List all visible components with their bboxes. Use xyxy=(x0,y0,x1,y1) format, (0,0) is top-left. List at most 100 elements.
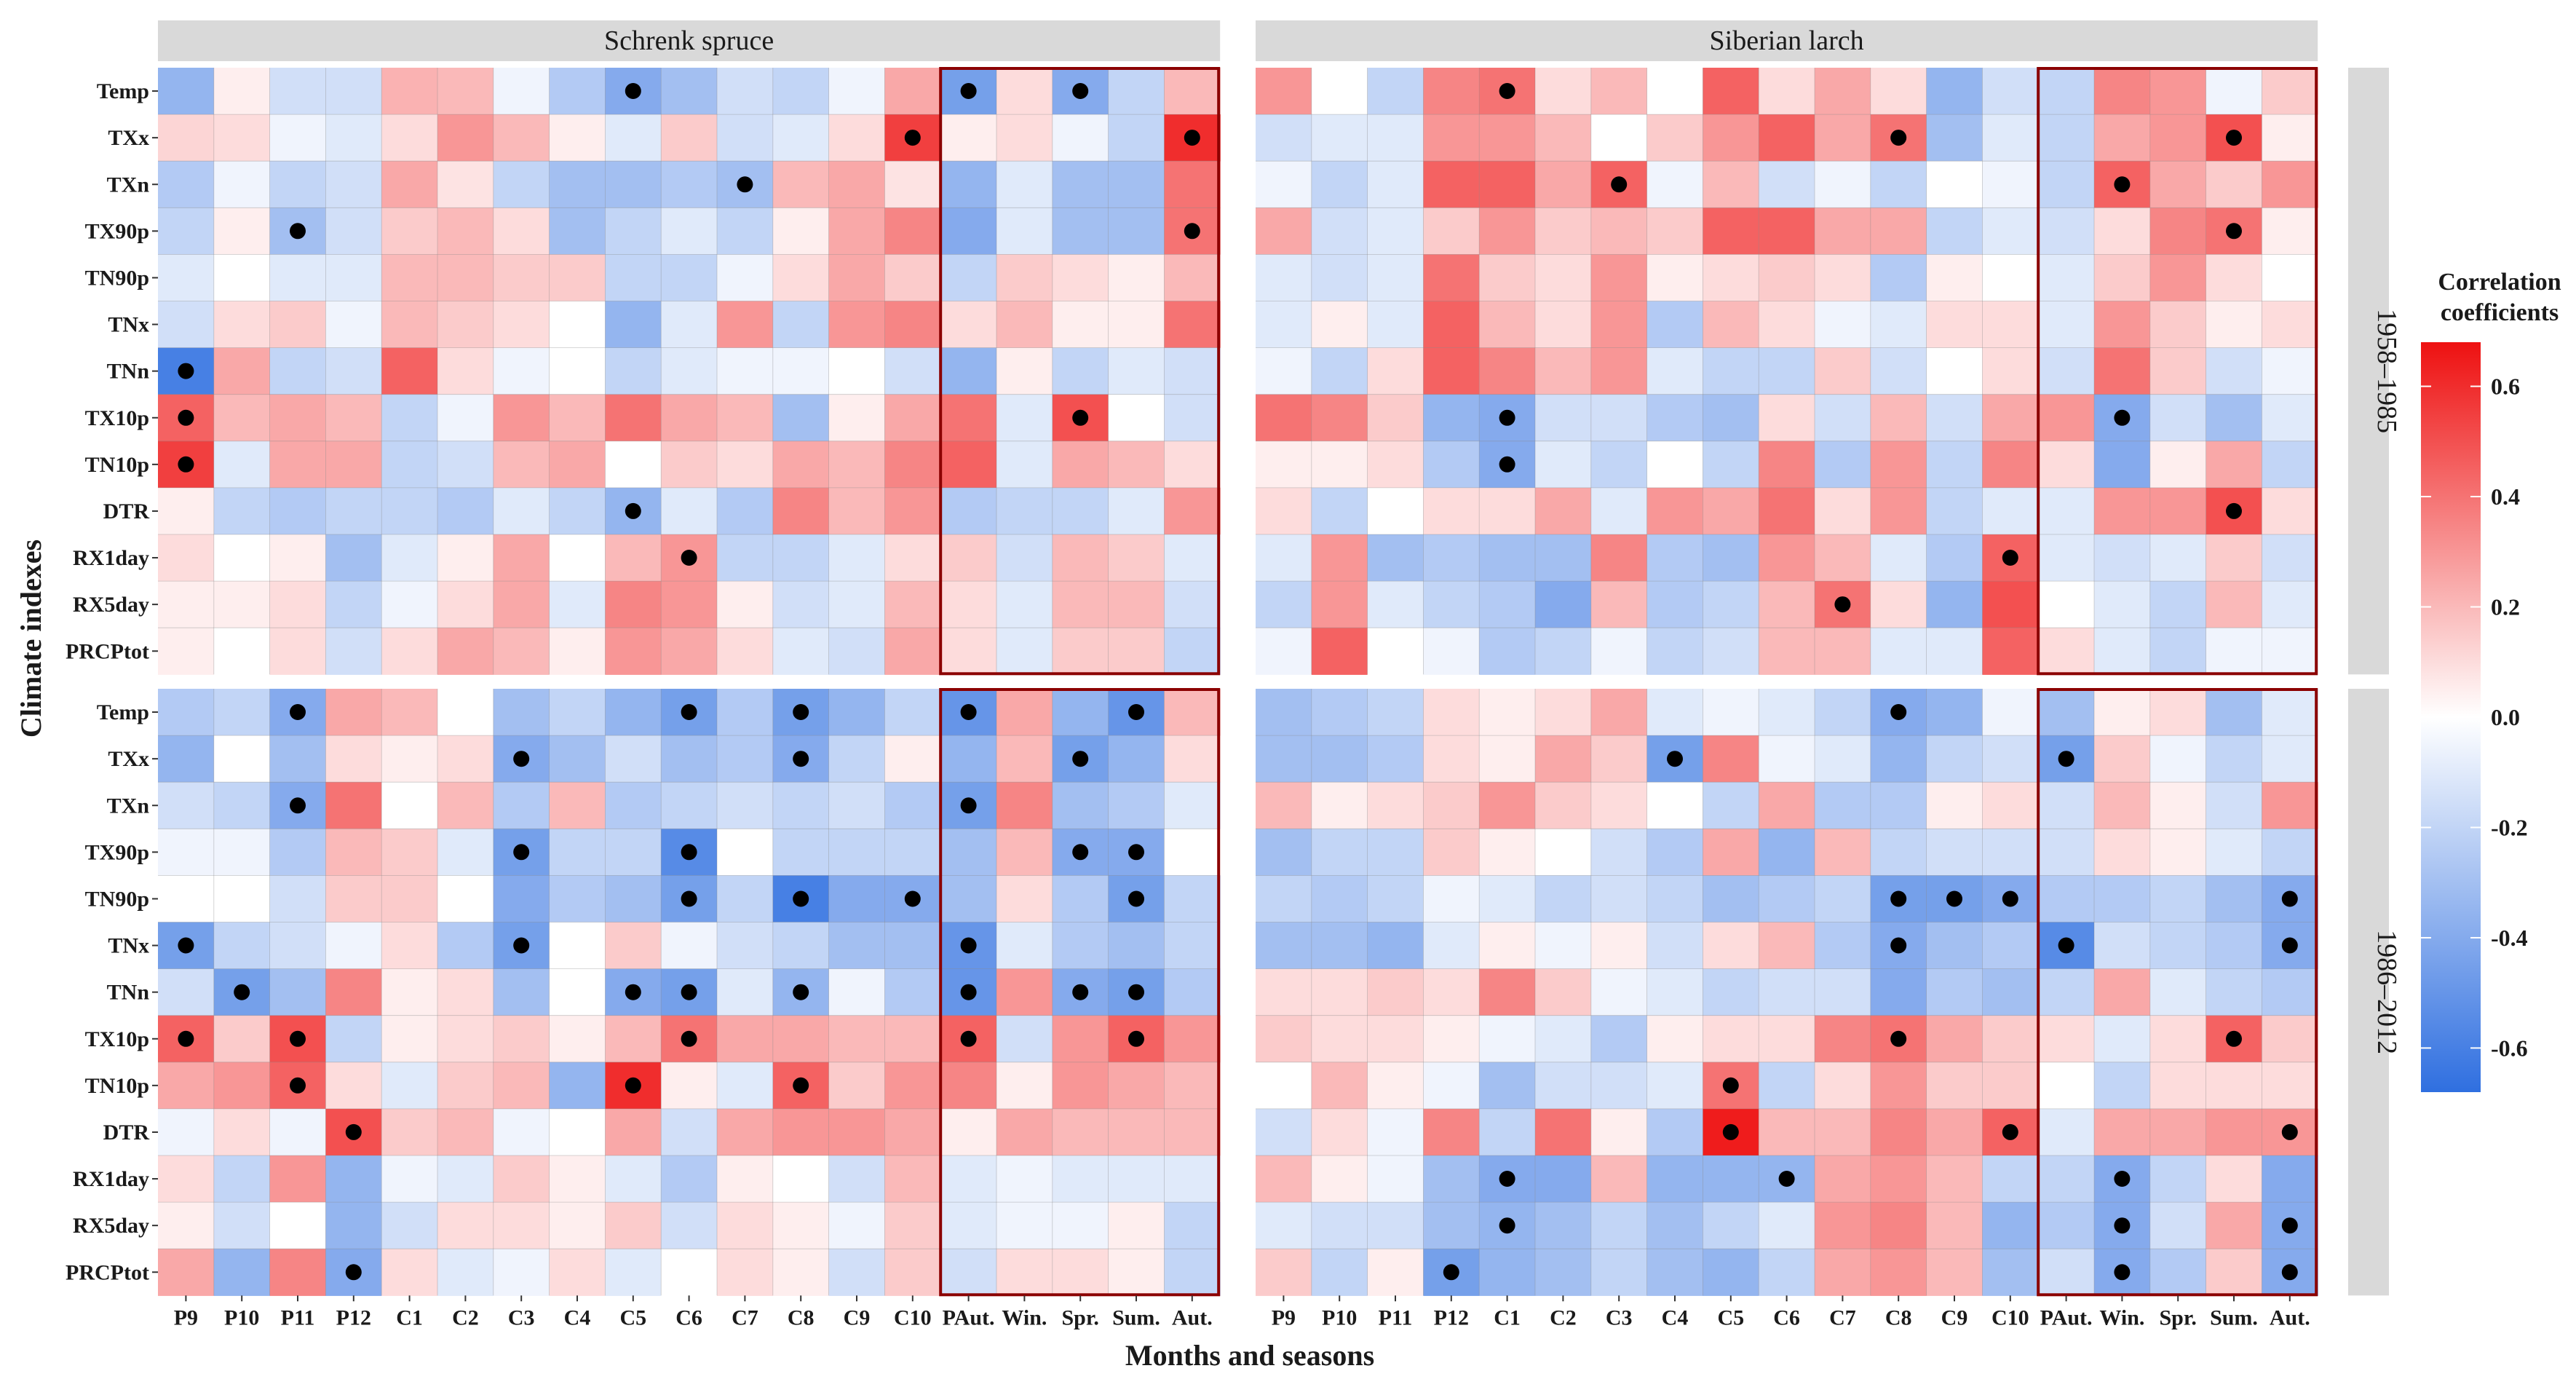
heatmap-cell xyxy=(1646,689,1703,736)
heatmap-cell xyxy=(717,875,774,923)
heatmap-cell xyxy=(158,487,215,535)
heatmap-cell xyxy=(717,114,774,162)
heatmap-cell xyxy=(325,534,382,582)
heatmap-cell xyxy=(1926,440,1983,489)
heatmap-cell xyxy=(1646,301,1703,349)
significance-dot xyxy=(737,176,753,193)
legend-tick-label: 0.0 xyxy=(2491,704,2520,730)
x-tick-label: C1 xyxy=(1494,1305,1521,1329)
y-tick-label: TN10p xyxy=(85,1074,149,1098)
heatmap-cell xyxy=(1535,254,1592,302)
heatmap-cell xyxy=(1870,1108,1927,1156)
heatmap-cell xyxy=(2038,347,2095,395)
season-highlight-box xyxy=(939,67,1221,676)
heatmap-cell xyxy=(1815,922,1871,970)
heatmap-cell xyxy=(996,301,1053,349)
heatmap-cell xyxy=(605,440,662,489)
heatmap-cell xyxy=(772,829,830,876)
heatmap-cell xyxy=(1164,875,1221,923)
heatmap-cell xyxy=(1926,689,1983,736)
heatmap-cell xyxy=(269,1108,326,1156)
heatmap-cell xyxy=(1590,440,1648,489)
significance-dot xyxy=(681,890,697,907)
heatmap-cell xyxy=(1311,1155,1368,1203)
x-tick-label: PAut. xyxy=(943,1305,995,1329)
heatmap-cell xyxy=(605,735,662,783)
heatmap-cell xyxy=(717,394,774,442)
heatmap-cell xyxy=(1367,487,1424,535)
heatmap-cell xyxy=(884,968,941,1016)
heatmap-cell xyxy=(1423,922,1480,970)
heatmap-cell xyxy=(1982,394,2039,442)
heatmap-cell xyxy=(1256,922,1312,970)
significance-dot xyxy=(513,937,530,954)
heatmap-cell xyxy=(828,534,885,582)
heatmap-cell xyxy=(605,1249,662,1296)
legend-title-line-1: Correlation xyxy=(2438,269,2561,296)
heatmap-panel xyxy=(1256,688,2318,1297)
heatmap-cell xyxy=(1311,301,1368,349)
heatmap-cell xyxy=(1646,254,1703,302)
heatmap-cell xyxy=(2206,1202,2262,1249)
heatmap-cell xyxy=(996,208,1053,255)
heatmap-cell xyxy=(605,829,662,876)
heatmap-cell xyxy=(605,394,662,442)
heatmap-cell xyxy=(772,1155,830,1203)
heatmap-cell xyxy=(1164,968,1221,1016)
heatmap-cell xyxy=(1256,394,1312,442)
x-tick-label: C9 xyxy=(844,1305,871,1329)
heatmap-cell xyxy=(549,782,606,829)
significance-dot xyxy=(793,704,809,720)
significance-dot xyxy=(1499,1171,1515,1187)
heatmap-cell xyxy=(1423,68,1480,115)
heatmap-cell xyxy=(1164,440,1221,489)
heatmap-cell xyxy=(1108,1249,1165,1296)
heatmap-cell xyxy=(2262,628,2318,675)
heatmap-cell xyxy=(940,1108,997,1156)
heatmap-cell xyxy=(1535,1062,1592,1110)
heatmap-cell xyxy=(1982,254,2039,302)
y-tick-label: TNn xyxy=(107,981,150,1005)
heatmap-cell xyxy=(549,440,606,489)
significance-dot xyxy=(1128,704,1144,720)
heatmap-cell xyxy=(1590,254,1648,302)
heatmap-cell xyxy=(661,735,718,783)
heatmap-cell xyxy=(772,114,830,162)
heatmap-cell xyxy=(1311,1015,1368,1063)
heatmap-cell xyxy=(1759,968,1815,1016)
heatmap-cell xyxy=(213,347,271,395)
heatmap-cell xyxy=(1108,487,1165,535)
heatmap-cell xyxy=(1256,875,1312,923)
heatmap-cell xyxy=(1164,1062,1221,1110)
heatmap-cell xyxy=(1423,735,1480,783)
heatmap-cell xyxy=(661,487,718,535)
heatmap-cell xyxy=(1759,581,1815,628)
heatmap-cell xyxy=(1108,68,1165,115)
heatmap-cell xyxy=(1926,347,1983,395)
heatmap-cell xyxy=(1926,922,1983,970)
x-tick-label: C8 xyxy=(788,1305,815,1329)
heatmap-cell xyxy=(1535,534,1592,582)
heatmap-cell xyxy=(2038,1015,2095,1063)
heatmap-cell xyxy=(2038,1108,2095,1156)
heatmap-cell xyxy=(549,254,606,302)
heatmap-cell xyxy=(1870,161,1927,208)
heatmap-cell xyxy=(1108,1062,1165,1110)
heatmap-cell xyxy=(325,161,382,208)
x-tick-label: P12 xyxy=(1434,1305,1469,1329)
heatmap-cell xyxy=(1311,1062,1368,1110)
heatmap-cell xyxy=(213,487,271,535)
significance-dot xyxy=(290,797,306,814)
heatmap-cell xyxy=(1982,1249,2039,1296)
heatmap-cell xyxy=(828,208,885,255)
significance-dot xyxy=(290,223,306,240)
heatmap-cell xyxy=(158,1155,215,1203)
heatmap-cell xyxy=(1256,1062,1312,1110)
heatmap-cell xyxy=(549,628,606,675)
heatmap-cell xyxy=(1926,581,1983,628)
heatmap-cell xyxy=(1703,68,1759,115)
heatmap-cell xyxy=(2206,394,2262,442)
legend-tick-label: 0.4 xyxy=(2491,483,2520,510)
heatmap-cell xyxy=(213,1015,271,1063)
heatmap-cell xyxy=(549,875,606,923)
